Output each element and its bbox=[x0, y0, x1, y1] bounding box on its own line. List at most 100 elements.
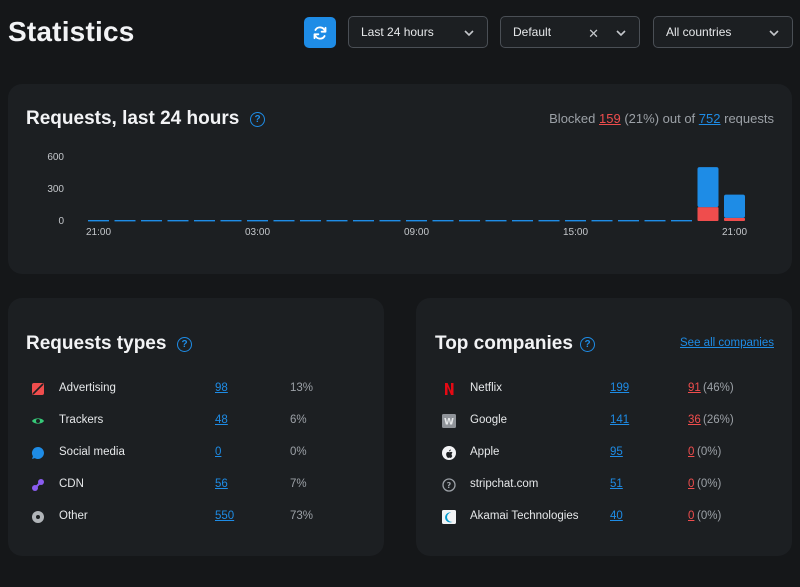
company-blocked-link[interactable]: 0 bbox=[688, 478, 695, 490]
google-logo-icon: W bbox=[442, 414, 456, 428]
company-count-link[interactable]: 199 bbox=[610, 382, 630, 394]
request-type-pct: 6% bbox=[290, 414, 307, 426]
refresh-button[interactable] bbox=[304, 17, 336, 48]
see-all-companies-link[interactable]: See all companies bbox=[680, 337, 774, 349]
svg-text:?: ? bbox=[447, 481, 452, 490]
x-tick-label: 21:00 bbox=[722, 227, 747, 238]
x-tick-label: 09:00 bbox=[404, 227, 429, 238]
allowed-bar bbox=[724, 194, 745, 218]
company-blocked-pct: (46%) bbox=[703, 382, 734, 394]
y-tick-label: 600 bbox=[47, 152, 64, 163]
empty-hour-bar bbox=[485, 220, 507, 222]
company-blocked-pct: (0%) bbox=[697, 478, 722, 490]
company-count-link[interactable]: 141 bbox=[610, 414, 630, 426]
company-blocked-link[interactable]: 0 bbox=[688, 510, 695, 522]
blocked-bar bbox=[697, 207, 719, 221]
request-type-count-link[interactable]: 550 bbox=[215, 510, 235, 522]
empty-hour-bar bbox=[618, 220, 639, 222]
requests-summary: Blocked 159 (21%) out of 752 requests bbox=[549, 111, 774, 126]
request-type-pct: 13% bbox=[290, 382, 314, 394]
empty-hour-bar bbox=[512, 220, 533, 222]
blocked-label: Blocked bbox=[549, 111, 596, 126]
blocked-bar bbox=[724, 217, 745, 221]
total-count-link[interactable]: 752 bbox=[698, 111, 721, 126]
company-name: Google bbox=[470, 414, 508, 426]
x-tick-label: 15:00 bbox=[563, 227, 588, 238]
y-tick-label: 0 bbox=[58, 216, 64, 227]
company-name: stripchat.com bbox=[470, 478, 539, 490]
advertising-icon bbox=[32, 383, 44, 395]
disc-icon bbox=[32, 511, 44, 523]
request-type-pct: 7% bbox=[290, 478, 307, 490]
help-icon[interactable]: ? bbox=[580, 337, 595, 352]
empty-hour-bar bbox=[406, 220, 427, 222]
blocked-count-link[interactable]: 159 bbox=[599, 111, 621, 126]
company-blocked-pct: (26%) bbox=[703, 414, 734, 426]
empty-hour-bar bbox=[220, 220, 242, 222]
blocked-pct: (21%) out of bbox=[624, 111, 696, 126]
page-title: Statistics bbox=[8, 16, 135, 47]
company-blocked-pct: (0%) bbox=[697, 510, 722, 522]
request-type-name: CDN bbox=[59, 478, 84, 490]
request-type-count-link[interactable]: 56 bbox=[215, 478, 228, 490]
clear-icon[interactable]: ✕ bbox=[588, 26, 599, 41]
y-tick-label: 300 bbox=[47, 184, 64, 195]
empty-hour-bar bbox=[114, 220, 136, 222]
empty-hour-bar bbox=[88, 220, 109, 222]
empty-hour-bar bbox=[432, 220, 454, 222]
request-type-count-link[interactable]: 48 bbox=[215, 414, 228, 426]
empty-hour-bar bbox=[591, 220, 613, 222]
company-count-link[interactable]: 95 bbox=[610, 446, 623, 458]
x-tick-label: 03:00 bbox=[245, 227, 270, 238]
company-name: Apple bbox=[470, 446, 500, 458]
request-type-name: Trackers bbox=[59, 414, 104, 426]
request-type-name: Social media bbox=[59, 446, 125, 458]
profile-select[interactable]: Default ✕ bbox=[500, 16, 640, 48]
cdn-icon bbox=[32, 479, 44, 491]
request-types-card bbox=[8, 298, 384, 556]
request-type-pct: 73% bbox=[290, 510, 314, 522]
empty-hour-bar bbox=[353, 220, 374, 222]
company-blocked-link[interactable]: 36 bbox=[688, 414, 701, 426]
empty-hour-bar bbox=[565, 220, 586, 222]
akamai-logo-icon bbox=[442, 510, 456, 524]
request-type-name: Other bbox=[59, 510, 88, 522]
empty-hour-bar bbox=[379, 220, 401, 222]
apple-logo-icon bbox=[442, 446, 456, 460]
chat-bubble-icon bbox=[31, 446, 44, 459]
empty-hour-bar bbox=[194, 220, 215, 222]
x-tick-label: 21:00 bbox=[86, 227, 111, 238]
company-blocked-link[interactable]: 0 bbox=[688, 446, 695, 458]
help-icon[interactable]: ? bbox=[250, 112, 265, 127]
total-label: requests bbox=[724, 111, 774, 126]
company-name: Akamai Technologies bbox=[470, 510, 579, 522]
help-icon[interactable]: ? bbox=[177, 337, 192, 352]
empty-hour-bar bbox=[644, 220, 666, 222]
request-type-pct: 0% bbox=[290, 446, 307, 458]
time-range-select[interactable]: Last 24 hours bbox=[348, 16, 488, 48]
country-select[interactable]: All countries bbox=[653, 16, 793, 48]
empty-hour-bar bbox=[459, 220, 480, 222]
question-circle-icon: ? bbox=[442, 478, 456, 492]
empty-hour-bar bbox=[141, 220, 162, 222]
empty-hour-bar bbox=[326, 220, 348, 222]
request-type-count-link[interactable]: 98 bbox=[215, 382, 228, 394]
empty-hour-bar bbox=[538, 220, 560, 222]
company-name: Netflix bbox=[470, 382, 502, 394]
refresh-icon bbox=[313, 25, 327, 40]
requests-card bbox=[8, 84, 792, 274]
time-range-value: Last 24 hours bbox=[361, 25, 434, 39]
chevron-down-icon bbox=[464, 30, 474, 37]
eye-icon bbox=[32, 418, 44, 424]
request-types-title: Requests types bbox=[26, 333, 167, 354]
company-count-link[interactable]: 40 bbox=[610, 510, 623, 522]
svg-text:W: W bbox=[444, 418, 454, 428]
empty-hour-bar bbox=[247, 220, 268, 222]
company-count-link[interactable]: 51 bbox=[610, 478, 623, 490]
company-blocked-pct: (0%) bbox=[697, 446, 722, 458]
company-blocked-link[interactable]: 91 bbox=[688, 382, 701, 394]
country-value: All countries bbox=[666, 25, 732, 39]
chevron-down-icon bbox=[769, 30, 779, 37]
requests-chart: 600 300 0 21:00 03:00 09:00 15:00 21:00 bbox=[47, 152, 747, 238]
request-type-count-link[interactable]: 0 bbox=[215, 446, 222, 458]
